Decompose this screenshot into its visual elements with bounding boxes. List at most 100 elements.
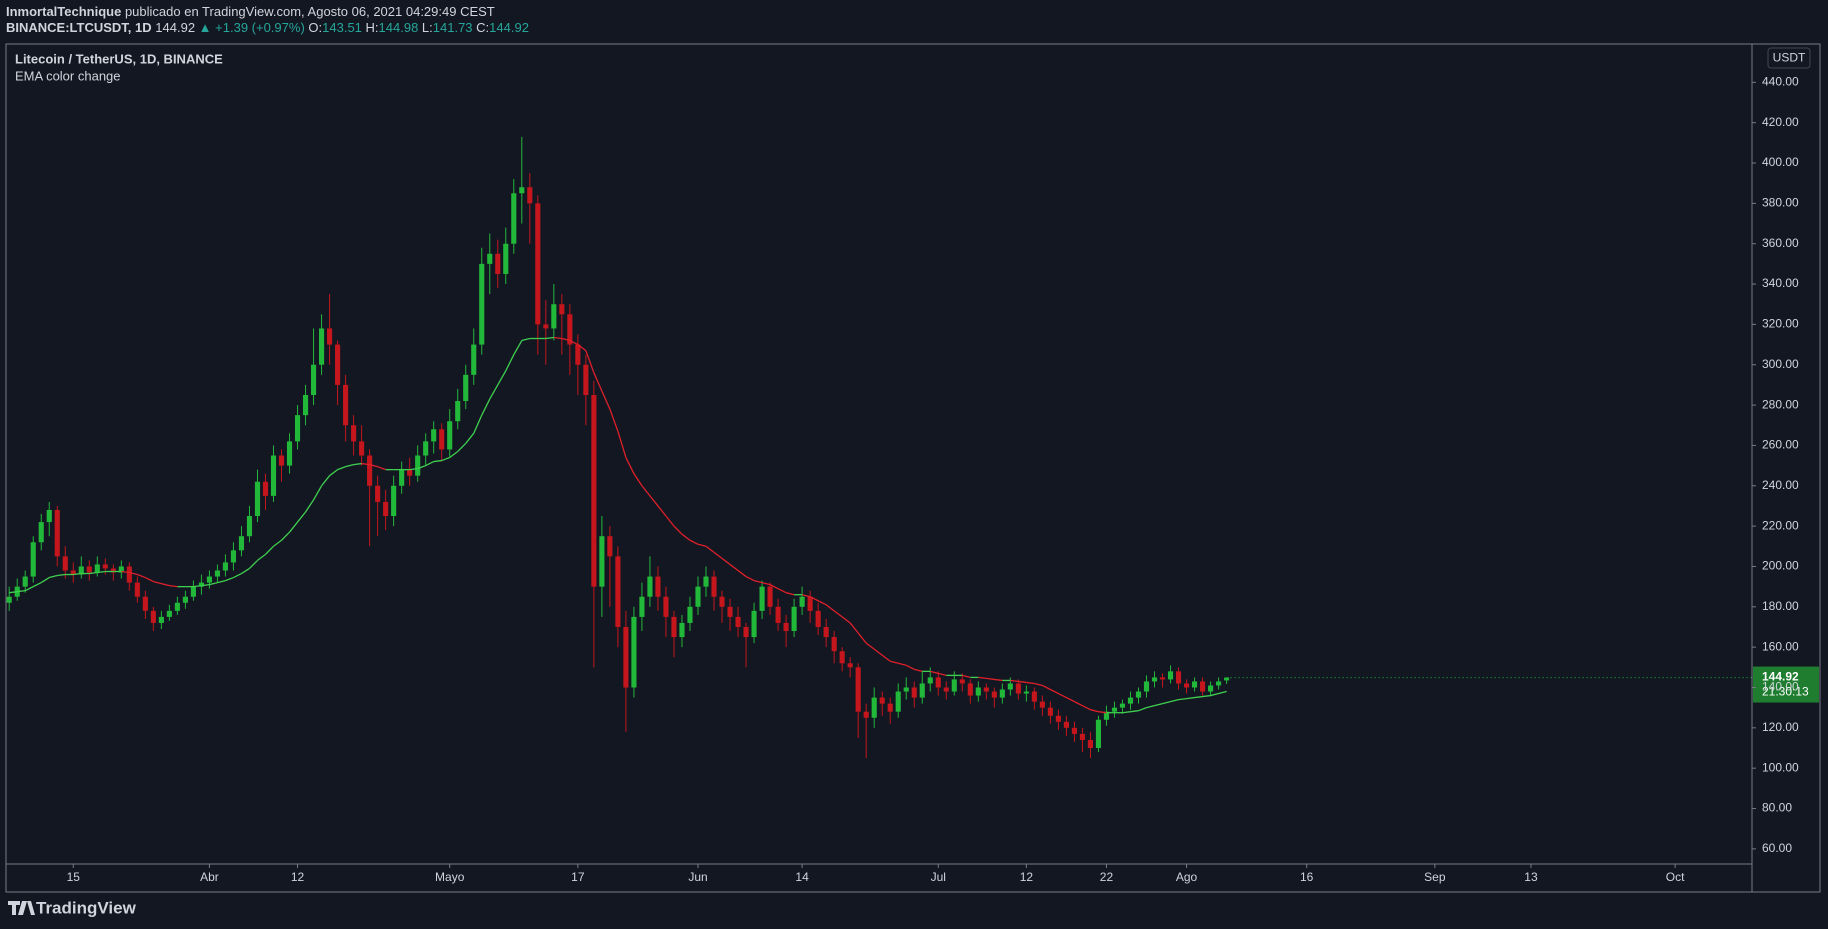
ema-segment xyxy=(545,336,554,340)
ema-segment xyxy=(617,431,627,458)
y-tick-label: 220.00 xyxy=(1762,518,1799,532)
ema-segment xyxy=(129,571,138,576)
candle-body xyxy=(262,481,269,496)
ema-segment xyxy=(249,559,258,569)
candle-body xyxy=(583,364,589,395)
ema-segment xyxy=(449,450,459,459)
ema-segment xyxy=(425,460,434,467)
ema-segment xyxy=(649,495,659,507)
ema-segment xyxy=(1210,692,1219,697)
candle-body xyxy=(663,596,669,617)
ema-segment xyxy=(409,467,418,471)
price-axis-border xyxy=(1751,43,1821,893)
ema-segment xyxy=(1178,697,1187,701)
ema-segment xyxy=(241,567,250,575)
ema-segment xyxy=(761,581,771,586)
x-tick-label: Jul xyxy=(931,870,946,884)
ema-segment xyxy=(569,339,579,346)
ema-segment xyxy=(265,545,274,555)
ema-segment xyxy=(369,463,378,468)
candle-body xyxy=(991,691,997,698)
ema-segment xyxy=(121,570,130,574)
candle-body xyxy=(30,542,36,577)
candle-body xyxy=(599,536,605,587)
ema-segment xyxy=(169,584,178,588)
symbol-line: BINANCE:LTCUSDT, 1D 144.92 ▲ +1.39 (+0.9… xyxy=(6,20,529,35)
candle-body xyxy=(383,501,389,517)
ema-segment xyxy=(1082,705,1091,711)
open-label: O: xyxy=(308,20,322,35)
ema-segment xyxy=(153,580,162,585)
candle-body xyxy=(367,455,373,486)
x-tick-label: 14 xyxy=(795,870,809,884)
candle-body xyxy=(359,441,365,456)
candle-body xyxy=(823,626,829,638)
ema-segment xyxy=(938,672,947,677)
ema-segment xyxy=(601,390,611,410)
candle-body xyxy=(1103,711,1110,720)
ema-segment xyxy=(489,384,499,400)
candle-body xyxy=(1087,739,1094,749)
candle-body xyxy=(238,536,245,551)
candle-body xyxy=(230,550,237,563)
ema-segment xyxy=(898,662,907,666)
ema-segment xyxy=(737,569,747,578)
candle-body xyxy=(1007,683,1013,690)
candle-body xyxy=(1055,715,1061,722)
candle-body xyxy=(1159,677,1166,680)
y-tick-label: 300.00 xyxy=(1762,357,1799,371)
candle-body xyxy=(343,384,349,426)
candle-body xyxy=(1151,677,1158,682)
ema-segment xyxy=(801,594,811,598)
candle-body xyxy=(783,622,789,632)
y-tick-label: 260.00 xyxy=(1762,438,1799,452)
ema-segment xyxy=(521,337,530,342)
ema-segment xyxy=(40,577,50,584)
candle-body xyxy=(591,394,597,587)
ema-segment xyxy=(233,572,242,579)
candle-body xyxy=(671,616,677,638)
y-tick-label: 400.00 xyxy=(1762,155,1799,169)
ema-segment xyxy=(377,465,386,471)
candle-body xyxy=(86,566,92,573)
ema-segment xyxy=(497,370,507,386)
candle-body xyxy=(751,610,757,638)
candle-body xyxy=(623,626,629,688)
y-tick-label: 340.00 xyxy=(1762,276,1799,290)
candle-body xyxy=(62,556,68,571)
candle-body xyxy=(439,429,445,450)
candle-body xyxy=(302,394,309,416)
candle-body xyxy=(647,576,653,597)
candle-body xyxy=(1031,691,1037,702)
ema-segment xyxy=(73,572,82,576)
candle-body xyxy=(687,606,693,623)
ema-segment xyxy=(1034,682,1043,687)
price-tag-box xyxy=(1753,666,1819,703)
ema-segment xyxy=(769,584,779,590)
ema-segment xyxy=(585,350,595,374)
candle-body xyxy=(1039,701,1045,708)
ema-segment xyxy=(890,660,899,664)
candle-body xyxy=(903,687,909,692)
ema-segment xyxy=(97,570,106,574)
candle-body xyxy=(1111,707,1118,712)
candle-body xyxy=(134,582,140,597)
candle-body xyxy=(182,596,188,603)
y-tick-label: 440.00 xyxy=(1762,74,1799,88)
ema-segment xyxy=(721,557,731,565)
candle-body xyxy=(959,679,965,684)
candle-body xyxy=(327,328,333,345)
candle-body xyxy=(559,304,565,315)
ema-segment xyxy=(825,604,835,612)
ema-segment xyxy=(345,463,354,468)
candle-body xyxy=(975,687,981,696)
ema-segment xyxy=(321,475,331,487)
ema-segment xyxy=(609,408,619,432)
ema-segment xyxy=(1122,711,1131,714)
candle-body xyxy=(943,687,949,692)
candle-body xyxy=(286,441,293,466)
candle-body xyxy=(190,586,196,597)
candle-body xyxy=(22,576,28,587)
candle-body xyxy=(1143,681,1150,692)
candle-body xyxy=(855,667,861,712)
